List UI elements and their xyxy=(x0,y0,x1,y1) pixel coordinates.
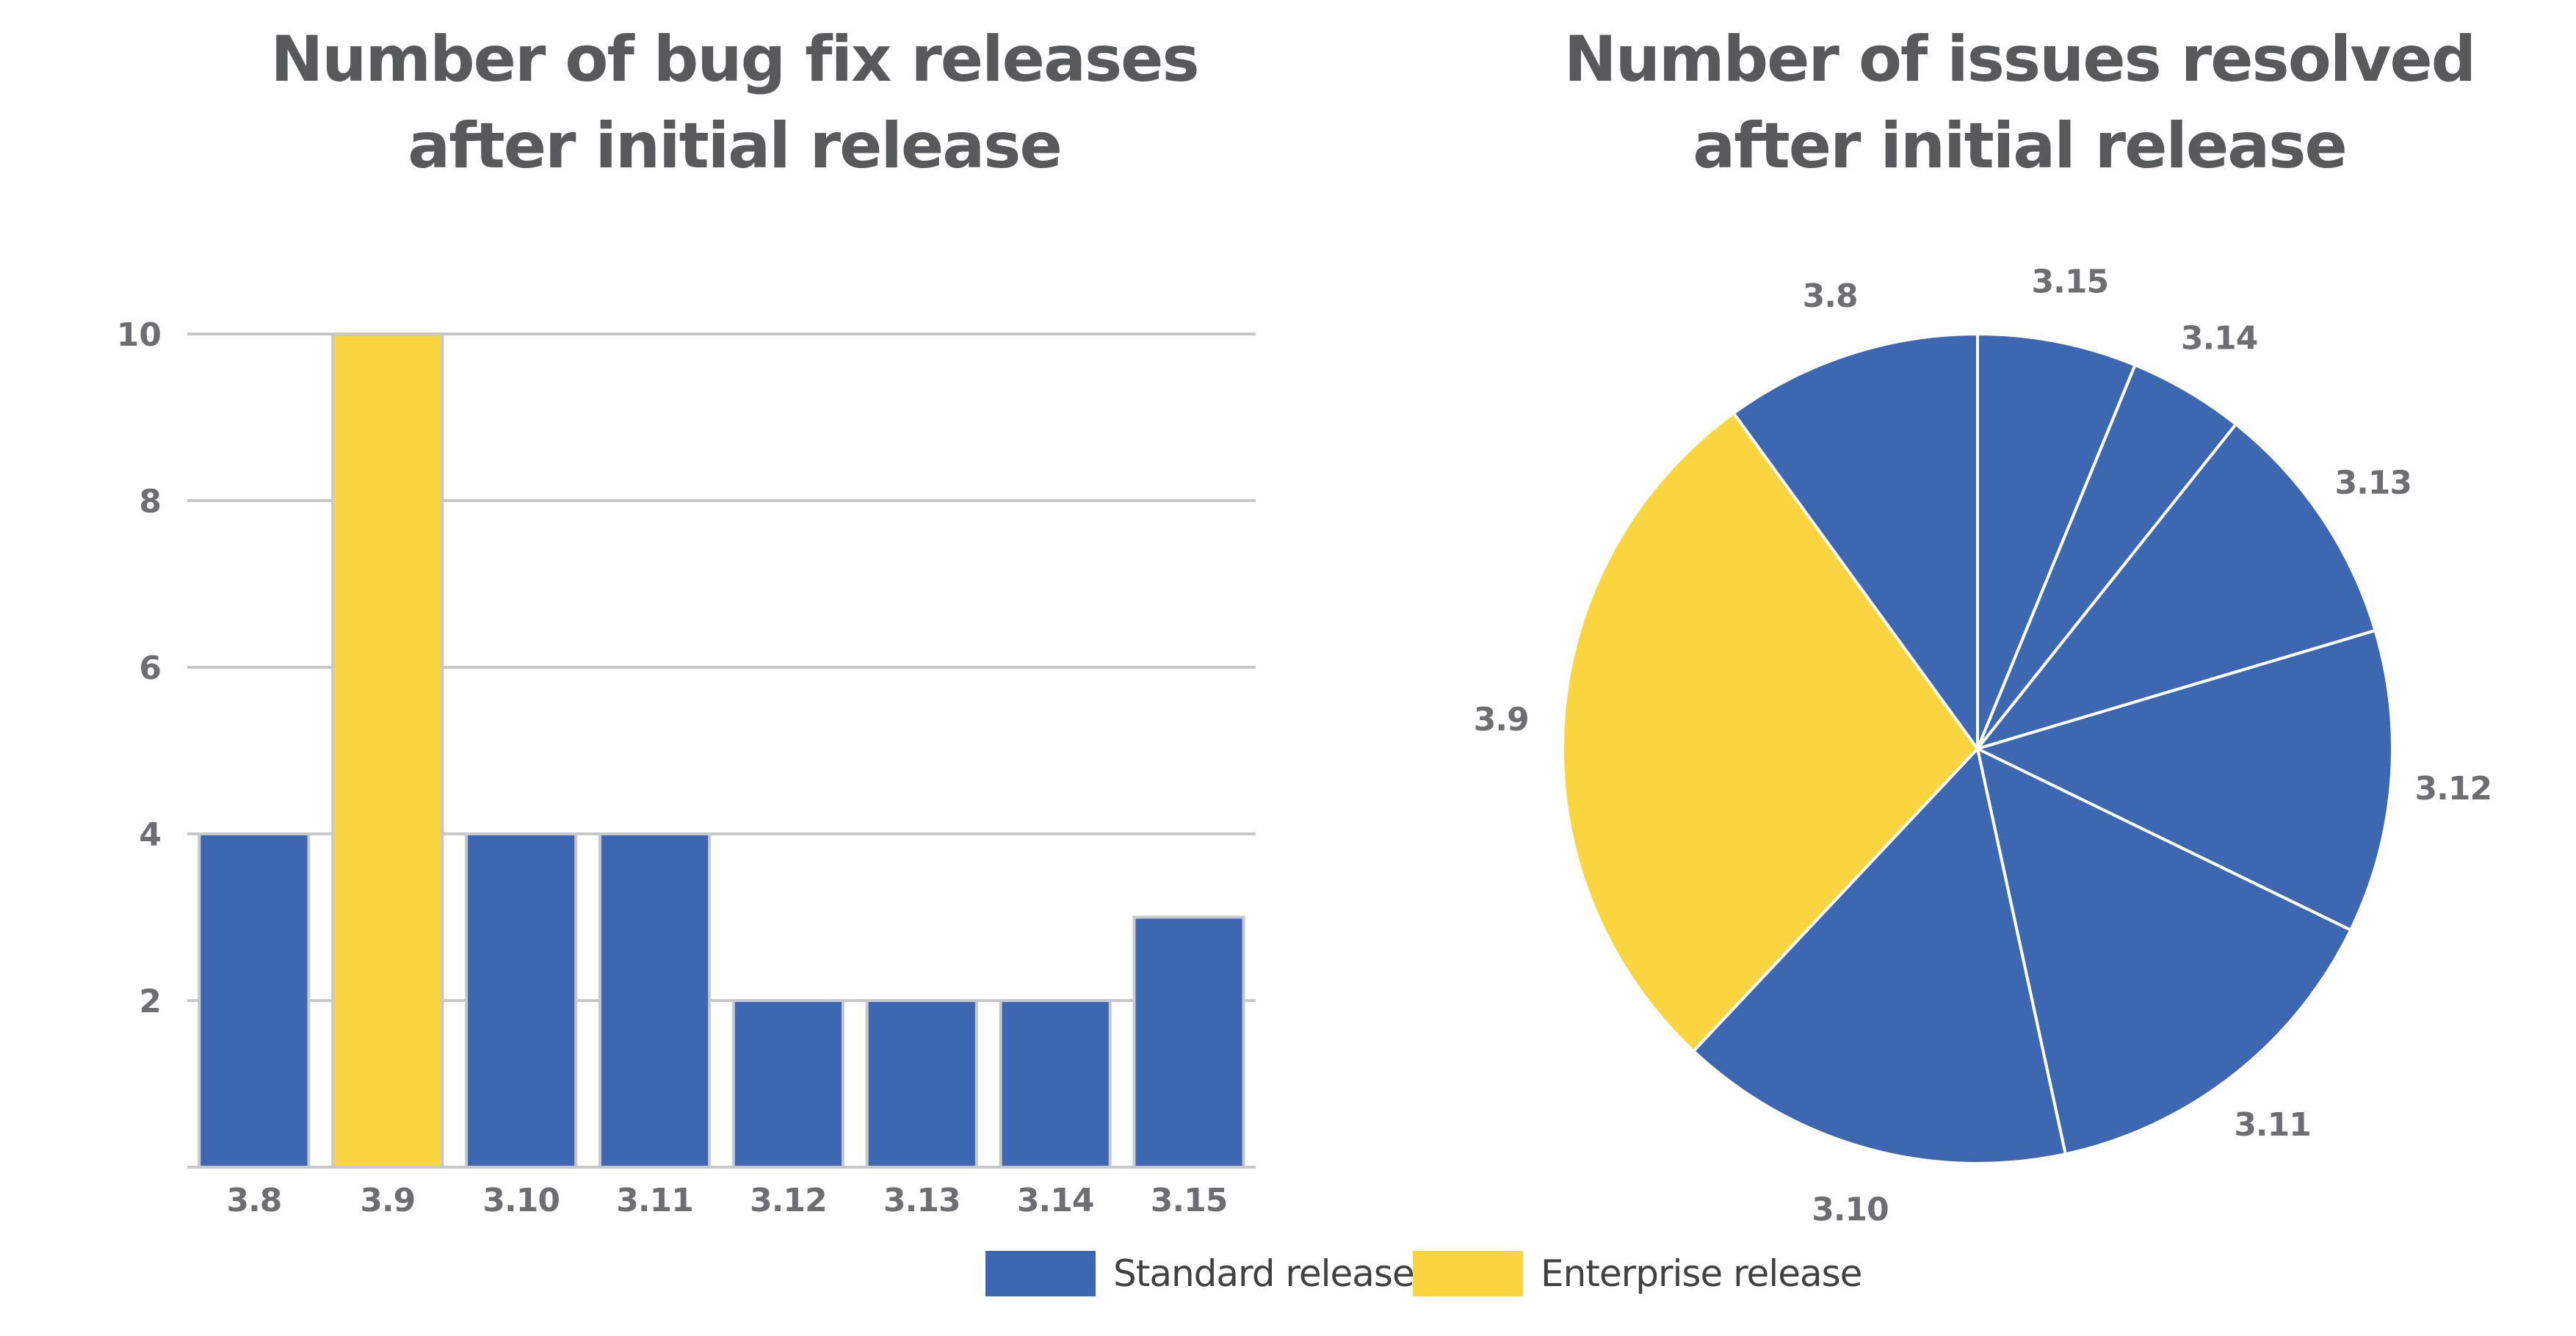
pie-slice-label: 3.10 xyxy=(1812,1191,1889,1228)
pie-slice-3.10 xyxy=(1692,747,2067,1165)
legend-swatch-standard xyxy=(985,1251,1096,1296)
pie-chart-title-line-1: Number of issues resolved xyxy=(1563,23,2476,96)
legend-swatch-enterprise xyxy=(1413,1251,1523,1296)
bar-3.10 xyxy=(465,832,578,1169)
bar-3.15 xyxy=(1132,915,1245,1169)
bar-3.11 xyxy=(598,832,712,1169)
pie-slice-label: 3.13 xyxy=(2334,464,2412,501)
bar-3.8 xyxy=(198,832,311,1169)
y-tick-label: 10 xyxy=(117,316,162,354)
legend-item-standard: Standard release xyxy=(985,1248,1415,1299)
pie-slice-label: 3.9 xyxy=(1474,701,1529,738)
x-category-label: 3.11 xyxy=(616,1182,693,1219)
x-category-label: 3.10 xyxy=(482,1182,560,1219)
legend: Standard release Enterprise release xyxy=(0,1248,2576,1314)
pie-slice-3.11 xyxy=(1976,747,2353,1156)
pie-slice-3.13 xyxy=(1976,422,2377,750)
x-category-label: 3.9 xyxy=(360,1182,415,1219)
pie-slice-label: 3.8 xyxy=(1803,277,1858,315)
bar-chart-title-line-1: Number of bug fix releases xyxy=(270,23,1199,96)
bar-bars xyxy=(198,333,1245,1169)
pie-slice-3.14 xyxy=(1976,363,2237,750)
pie-slices xyxy=(1561,333,2394,1165)
pie-slice-labels: 3.15 3.14 3.13 3.12 3.11 3.10 3.9 3.8 xyxy=(1474,263,2492,1228)
pie-chart-title-line-2: after initial release xyxy=(1693,109,2348,183)
bar-3.9 xyxy=(331,333,444,1169)
bar-3.13 xyxy=(865,999,978,1169)
x-category-label: 3.14 xyxy=(1017,1182,1094,1219)
legend-label-standard: Standard release xyxy=(1113,1252,1415,1295)
x-category-label: 3.8 xyxy=(226,1182,281,1219)
y-tick-label: 6 xyxy=(139,650,162,687)
pie-slice-label: 3.12 xyxy=(2415,770,2492,807)
pie-slice-3.9 xyxy=(1561,411,1979,1053)
bar-chart-title: Number of bug fix releases after initial… xyxy=(220,16,1248,189)
pie-slice-3.12 xyxy=(1976,628,2394,932)
pie-slice-3.8 xyxy=(1732,333,1979,750)
x-category-label: 3.15 xyxy=(1151,1182,1228,1219)
legend-label-enterprise: Enterprise release xyxy=(1541,1252,1862,1295)
pie-slice-label: 3.14 xyxy=(2181,319,2258,357)
pie-slice-label: 3.15 xyxy=(2032,263,2109,300)
pie-slice-3.15 xyxy=(1976,333,2137,750)
x-category-label: 3.12 xyxy=(750,1182,827,1219)
pie-slice-label: 3.11 xyxy=(2234,1106,2311,1144)
y-tick-label: 4 xyxy=(139,816,162,854)
x-category-label: 3.13 xyxy=(883,1182,960,1219)
pie-chart-title: Number of issues resolved after initial … xyxy=(1505,16,2533,189)
y-tick-label: 2 xyxy=(139,983,162,1020)
y-tick-label: 8 xyxy=(139,483,162,520)
legend-item-enterprise: Enterprise release xyxy=(1413,1248,1862,1299)
bar-category-labels: 3.8 3.9 3.10 3.11 3.12 3.13 3.14 3.15 xyxy=(226,1182,1228,1219)
pie-chart: 3.15 3.14 3.13 3.12 3.11 3.10 3.9 3.8 xyxy=(1474,263,2492,1228)
bar-chart-title-line-2: after initial release xyxy=(408,109,1063,183)
bar-chart: 2 4 6 8 10 3.8 3.9 3.10 3.11 3.12 3.13 3.14 3.15 xyxy=(117,316,1256,1219)
bar-y-tick-labels: 2 4 6 8 10 xyxy=(117,316,162,1020)
bar-3.12 xyxy=(731,999,845,1169)
bar-3.14 xyxy=(999,999,1112,1169)
charts-canvas: 2 4 6 8 10 3.8 3.9 3.10 3.11 3.12 3.13 3.14 3.15 3.… xyxy=(117,263,2492,1228)
